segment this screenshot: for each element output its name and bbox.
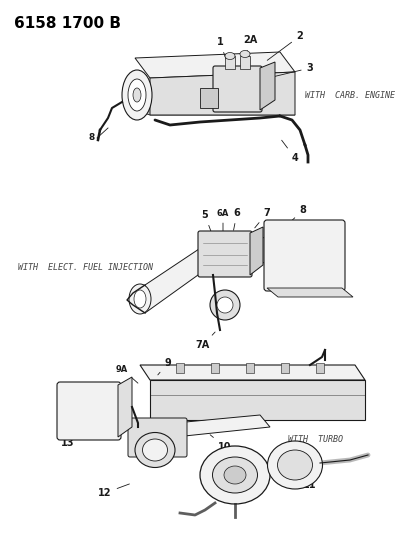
FancyBboxPatch shape xyxy=(198,231,252,277)
Bar xyxy=(225,56,234,69)
FancyBboxPatch shape xyxy=(263,220,344,291)
Ellipse shape xyxy=(212,457,257,493)
Text: WITH  TURBO: WITH TURBO xyxy=(287,435,342,445)
Text: 9A: 9A xyxy=(116,365,137,383)
Text: WITH  CARB. ENGINE: WITH CARB. ENGINE xyxy=(304,91,394,100)
Bar xyxy=(245,363,254,373)
Text: 6158 1700 B: 6158 1700 B xyxy=(14,16,121,31)
Polygon shape xyxy=(266,288,352,297)
Text: 8: 8 xyxy=(89,133,95,142)
Ellipse shape xyxy=(223,466,245,484)
Polygon shape xyxy=(118,377,132,437)
Text: 8: 8 xyxy=(286,205,306,225)
Text: 12: 12 xyxy=(98,484,129,498)
Bar xyxy=(200,88,218,108)
FancyBboxPatch shape xyxy=(213,66,261,112)
FancyBboxPatch shape xyxy=(128,418,187,457)
Bar xyxy=(175,363,184,373)
Bar xyxy=(280,363,288,373)
Text: 2A: 2A xyxy=(242,35,256,58)
Text: 9: 9 xyxy=(157,358,171,375)
Ellipse shape xyxy=(133,88,141,102)
Circle shape xyxy=(209,290,239,320)
Text: 5: 5 xyxy=(201,210,211,235)
Text: 6: 6 xyxy=(233,208,240,230)
Ellipse shape xyxy=(277,450,312,480)
Polygon shape xyxy=(139,365,364,380)
Ellipse shape xyxy=(239,51,249,58)
Text: WITH  ELECT. FUEL INJECTION: WITH ELECT. FUEL INJECTION xyxy=(18,263,153,272)
Text: 7A: 7A xyxy=(196,332,215,350)
Ellipse shape xyxy=(267,441,322,489)
Circle shape xyxy=(216,297,232,313)
Ellipse shape xyxy=(129,284,151,314)
Text: 13: 13 xyxy=(61,429,85,448)
Text: 2: 2 xyxy=(267,31,303,60)
Ellipse shape xyxy=(142,439,167,461)
Text: 11: 11 xyxy=(292,474,316,490)
Text: 10: 10 xyxy=(210,435,231,452)
Polygon shape xyxy=(135,52,294,78)
FancyBboxPatch shape xyxy=(57,382,121,440)
Bar xyxy=(315,363,323,373)
Ellipse shape xyxy=(122,70,152,120)
Polygon shape xyxy=(175,415,270,437)
Ellipse shape xyxy=(128,79,146,111)
Polygon shape xyxy=(150,72,294,115)
Polygon shape xyxy=(150,380,364,420)
Ellipse shape xyxy=(200,446,270,504)
Text: 4: 4 xyxy=(281,140,298,163)
Polygon shape xyxy=(135,104,294,115)
Ellipse shape xyxy=(134,290,146,308)
Bar xyxy=(211,363,218,373)
Bar xyxy=(239,56,249,69)
Text: 3: 3 xyxy=(270,63,312,77)
Text: 7: 7 xyxy=(254,208,270,228)
Polygon shape xyxy=(145,235,284,313)
Polygon shape xyxy=(249,227,262,275)
Text: 1: 1 xyxy=(216,37,225,59)
Text: 6A: 6A xyxy=(216,208,229,232)
Ellipse shape xyxy=(225,52,234,60)
Ellipse shape xyxy=(135,432,175,467)
Polygon shape xyxy=(259,62,274,110)
